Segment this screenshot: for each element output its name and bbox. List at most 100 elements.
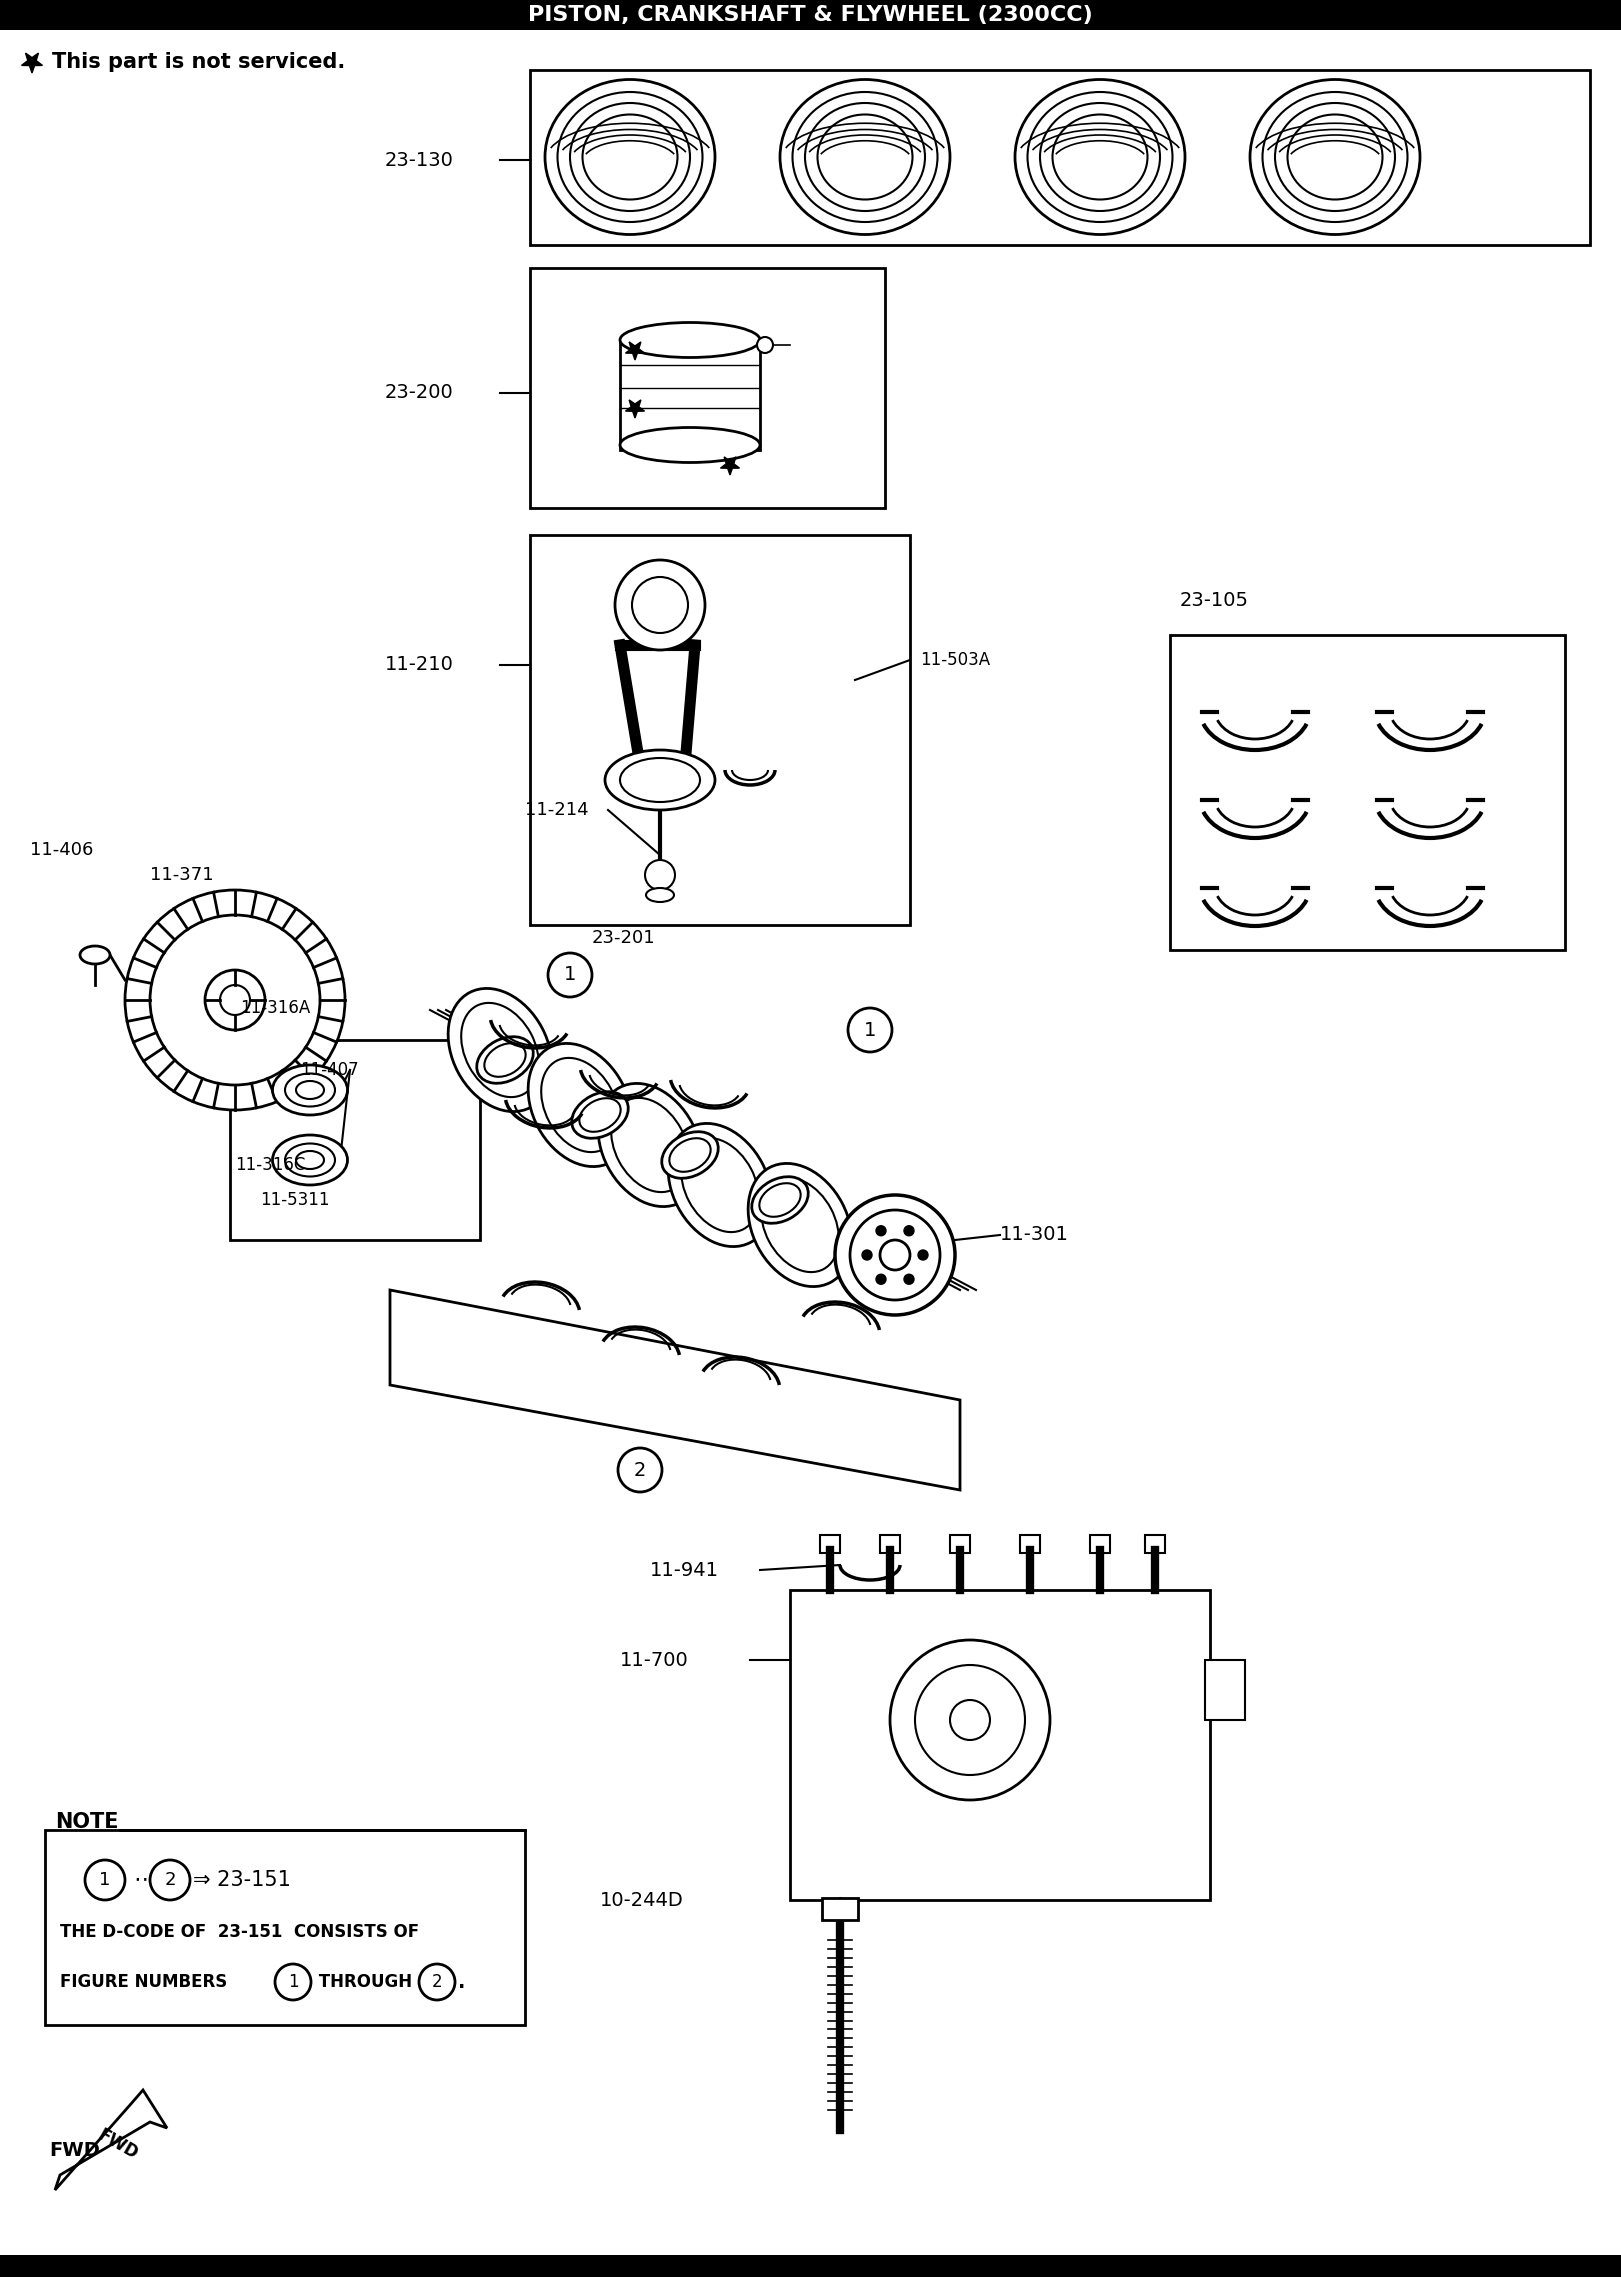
Circle shape: [84, 1860, 125, 1899]
Ellipse shape: [1250, 80, 1420, 235]
Text: 2: 2: [634, 1460, 647, 1480]
Polygon shape: [55, 2090, 167, 2190]
Ellipse shape: [1287, 114, 1383, 200]
Ellipse shape: [558, 91, 702, 221]
Text: ⋯: ⋯: [126, 1869, 164, 1890]
Bar: [530, 269, 885, 508]
Ellipse shape: [477, 1036, 533, 1084]
Text: .: .: [459, 1972, 465, 1992]
Ellipse shape: [780, 80, 950, 235]
Ellipse shape: [752, 1177, 809, 1223]
Bar: [1020, 1535, 1041, 1553]
Ellipse shape: [485, 1043, 525, 1077]
Ellipse shape: [447, 988, 551, 1111]
Text: 11-214: 11-214: [525, 802, 588, 820]
Bar: [45, 1831, 525, 2024]
Ellipse shape: [611, 1098, 689, 1193]
Ellipse shape: [619, 758, 700, 802]
Text: 11-941: 11-941: [650, 1560, 720, 1580]
Circle shape: [890, 1639, 1050, 1801]
Text: 11-406: 11-406: [31, 840, 94, 858]
Polygon shape: [21, 52, 42, 73]
Bar: [530, 535, 909, 924]
Text: THROUGH: THROUGH: [313, 1972, 418, 1990]
Text: FIGURE NUMBERS: FIGURE NUMBERS: [60, 1972, 233, 1990]
Ellipse shape: [285, 1143, 336, 1177]
Text: 1: 1: [564, 965, 575, 984]
Ellipse shape: [582, 114, 678, 200]
Bar: [1089, 1535, 1110, 1553]
Circle shape: [645, 861, 674, 890]
Text: This part is not serviced.: This part is not serviced.: [52, 52, 345, 73]
Bar: [950, 1535, 969, 1553]
Circle shape: [276, 1965, 311, 1999]
Text: 2: 2: [431, 1972, 443, 1990]
Text: 23-105: 23-105: [1180, 590, 1250, 610]
Ellipse shape: [79, 945, 110, 963]
Ellipse shape: [572, 1091, 629, 1138]
Bar: [820, 1535, 840, 1553]
Text: PISTON, CRANKSHAFT & FLYWHEEL (2300CC): PISTON, CRANKSHAFT & FLYWHEEL (2300CC): [527, 5, 1093, 25]
Text: 11-503A: 11-503A: [921, 651, 990, 669]
Circle shape: [950, 1701, 990, 1740]
Circle shape: [848, 1009, 892, 1052]
Ellipse shape: [272, 1134, 347, 1184]
Ellipse shape: [619, 428, 760, 462]
Text: FWD: FWD: [94, 2127, 141, 2163]
Ellipse shape: [571, 102, 691, 212]
Text: 11-316A: 11-316A: [240, 1000, 310, 1018]
Ellipse shape: [661, 1132, 718, 1177]
Text: 11-407: 11-407: [300, 1061, 358, 1079]
Text: 11-371: 11-371: [151, 865, 214, 883]
Circle shape: [905, 1275, 914, 1284]
Text: 23-130: 23-130: [386, 150, 454, 168]
Ellipse shape: [1263, 91, 1407, 221]
Circle shape: [875, 1275, 887, 1284]
Text: 23-201: 23-201: [592, 929, 655, 947]
Text: 11-210: 11-210: [386, 656, 454, 674]
Polygon shape: [391, 1291, 960, 1489]
Text: 1: 1: [99, 1872, 110, 1890]
Circle shape: [917, 1250, 927, 1259]
Text: 23-200: 23-200: [386, 383, 454, 403]
Ellipse shape: [462, 1002, 538, 1098]
Polygon shape: [720, 458, 739, 476]
Circle shape: [151, 1860, 190, 1899]
Ellipse shape: [297, 1150, 324, 1168]
Bar: [1209, 1664, 1240, 1715]
Text: 11-700: 11-700: [619, 1651, 689, 1669]
Ellipse shape: [806, 102, 926, 212]
Ellipse shape: [1041, 102, 1161, 212]
Ellipse shape: [749, 1164, 853, 1287]
Ellipse shape: [272, 1066, 347, 1116]
Polygon shape: [626, 342, 645, 360]
Text: THE D-CODE OF  23-151  CONSISTS OF: THE D-CODE OF 23-151 CONSISTS OF: [60, 1924, 420, 1940]
Circle shape: [862, 1250, 872, 1259]
Ellipse shape: [297, 1082, 324, 1100]
Bar: [880, 1535, 900, 1553]
Ellipse shape: [647, 888, 674, 902]
Ellipse shape: [619, 323, 760, 357]
Ellipse shape: [605, 749, 715, 811]
Ellipse shape: [1052, 114, 1148, 200]
Circle shape: [835, 1195, 955, 1316]
Circle shape: [632, 576, 687, 633]
Bar: [789, 1589, 1209, 1899]
Ellipse shape: [681, 1138, 759, 1232]
Circle shape: [418, 1965, 456, 1999]
Text: 1: 1: [287, 1972, 298, 1990]
Ellipse shape: [541, 1059, 619, 1152]
Text: 1: 1: [864, 1020, 877, 1041]
Circle shape: [548, 954, 592, 997]
Polygon shape: [15, 2115, 156, 2186]
Circle shape: [151, 915, 319, 1086]
Circle shape: [905, 1225, 914, 1236]
Text: 11-316C: 11-316C: [235, 1157, 305, 1175]
Bar: [1204, 1660, 1245, 1719]
Ellipse shape: [793, 91, 937, 221]
Circle shape: [125, 890, 345, 1109]
Text: 11-301: 11-301: [1000, 1225, 1068, 1246]
Circle shape: [204, 970, 264, 1029]
Ellipse shape: [528, 1043, 632, 1166]
Ellipse shape: [1276, 102, 1396, 212]
